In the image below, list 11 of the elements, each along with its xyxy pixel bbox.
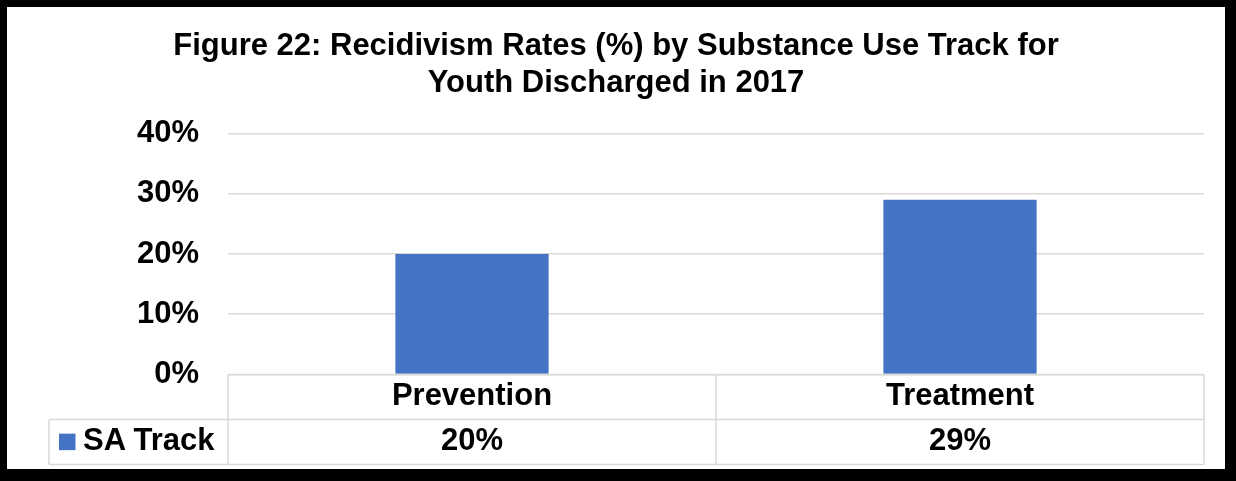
x-tick-label: Treatment	[885, 377, 1035, 413]
y-tick-label: 20%	[136, 234, 199, 270]
data-label: 29%	[928, 422, 992, 458]
y-tick-label: 10%	[136, 294, 199, 330]
x-tick-label: Prevention	[391, 377, 553, 413]
chart-title: Figure 22: Recidivism Rates (%) by Substance Use Track for Youth Discharged in 2017	[173, 27, 1059, 99]
y-tick-label: 40%	[136, 114, 199, 150]
legend-label: SA Track	[83, 422, 216, 458]
data-label: 20%	[440, 422, 504, 458]
y-tick-label: 30%	[136, 174, 199, 210]
y-tick-label: 0%	[154, 354, 199, 390]
